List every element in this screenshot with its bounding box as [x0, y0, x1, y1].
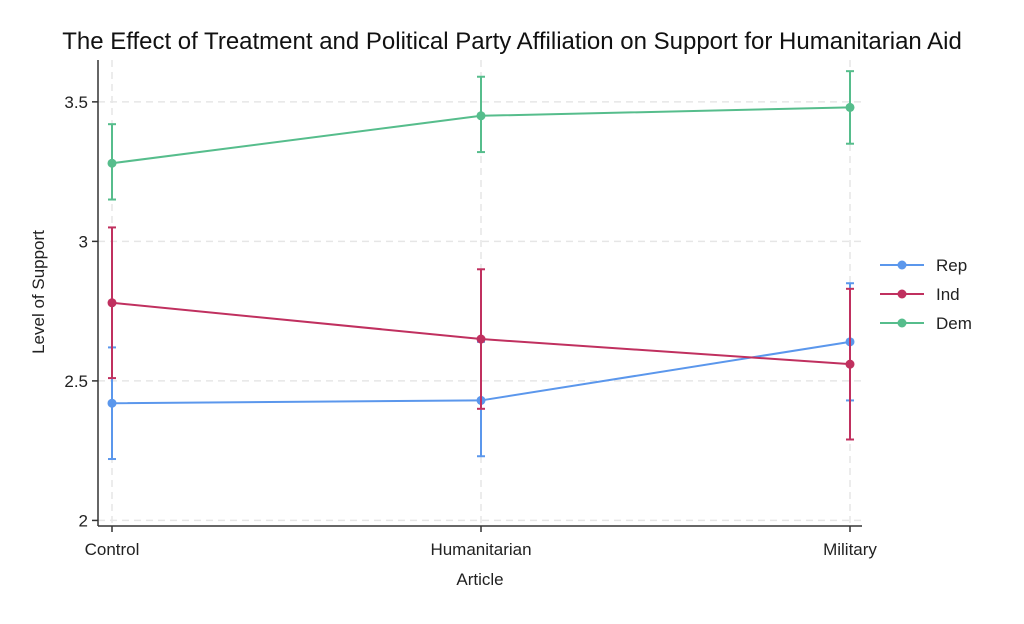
data-point-rep [107, 398, 117, 408]
legend-swatch-marker-ind [897, 289, 907, 299]
legend-swatch-marker-rep [897, 260, 907, 270]
x-axis-label: Article [456, 570, 503, 589]
y-tick-label: 3.5 [64, 93, 88, 112]
data-point-dem [107, 158, 117, 168]
y-axis-label: Level of Support [29, 230, 48, 354]
legend-swatch-marker-dem [897, 318, 907, 328]
y-tick-label: 2.5 [64, 372, 88, 391]
y-tick-label: 3 [79, 232, 88, 251]
data-point-ind [845, 359, 855, 369]
data-point-dem [845, 102, 855, 112]
chart-title: The Effect of Treatment and Political Pa… [62, 28, 962, 55]
y-tick-label: 2 [79, 511, 88, 530]
x-tick-label: Control [85, 540, 140, 559]
data-point-ind [476, 334, 486, 344]
data-point-ind [107, 298, 117, 308]
legend-label-dem: Dem [936, 314, 972, 333]
legend-label-ind: Ind [936, 285, 960, 304]
data-point-dem [476, 111, 486, 121]
legend-label-rep: Rep [936, 256, 967, 275]
x-tick-label: Humanitarian [430, 540, 531, 559]
x-tick-label: Military [823, 540, 877, 559]
